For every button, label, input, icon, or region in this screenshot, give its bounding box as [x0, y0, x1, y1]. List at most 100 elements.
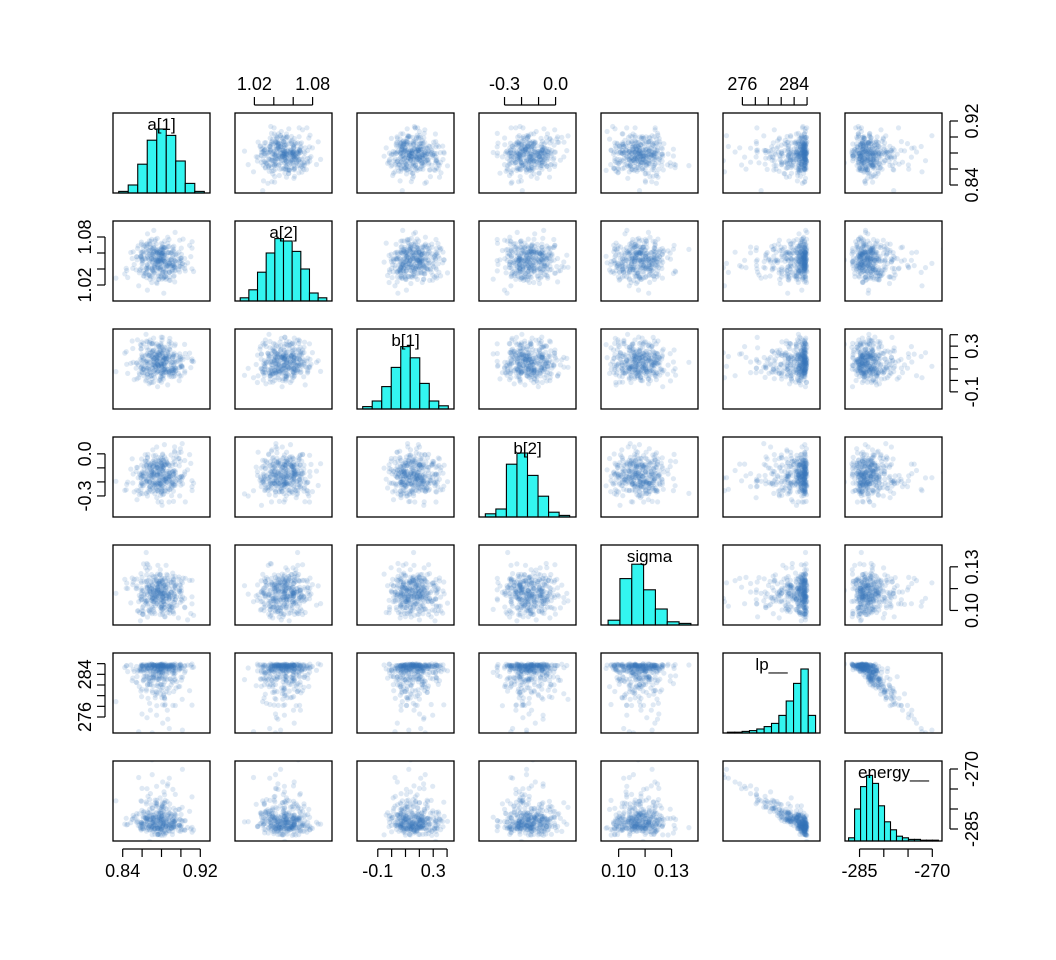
point [145, 353, 151, 359]
point [432, 255, 438, 262]
point [141, 251, 147, 257]
point [732, 249, 738, 255]
point [268, 165, 274, 171]
point [408, 154, 414, 160]
point [655, 148, 661, 154]
point [157, 248, 163, 254]
point [898, 258, 905, 264]
point [408, 154, 414, 160]
point [394, 135, 400, 141]
point [531, 268, 537, 274]
point [157, 356, 163, 362]
point [868, 134, 874, 141]
point [409, 249, 415, 256]
point [404, 161, 410, 167]
point [762, 274, 769, 280]
point [285, 342, 291, 348]
point [271, 151, 278, 157]
point [165, 366, 172, 373]
point [642, 247, 648, 253]
point [789, 163, 795, 169]
point [855, 150, 861, 156]
point [867, 240, 873, 246]
point [139, 250, 145, 256]
point [632, 133, 638, 139]
point [164, 359, 170, 365]
point [869, 256, 875, 262]
point [274, 353, 280, 359]
point [419, 154, 425, 160]
point [410, 241, 417, 247]
point [399, 243, 405, 250]
point [161, 253, 167, 259]
point [515, 134, 521, 140]
point [861, 259, 867, 265]
point [158, 374, 164, 380]
point [273, 156, 279, 162]
point [530, 152, 536, 158]
point [305, 160, 311, 166]
point [853, 256, 859, 262]
point [856, 132, 862, 138]
point [511, 244, 517, 250]
point [400, 153, 406, 159]
point [896, 161, 902, 167]
point [397, 266, 403, 273]
point [644, 139, 650, 145]
point [517, 141, 523, 147]
point [647, 154, 653, 160]
point [301, 162, 307, 168]
point [409, 150, 415, 156]
point [883, 251, 890, 257]
point [650, 257, 656, 263]
point [797, 273, 803, 279]
point [278, 347, 284, 353]
point [530, 139, 536, 145]
point [164, 263, 170, 270]
point [150, 362, 156, 368]
point [526, 154, 532, 160]
point [626, 156, 633, 162]
point [395, 162, 401, 168]
point [137, 266, 143, 272]
point [856, 150, 862, 156]
point [861, 152, 868, 158]
point [799, 262, 805, 268]
point [641, 148, 647, 154]
point [646, 148, 652, 154]
point [635, 143, 642, 149]
point [867, 150, 873, 156]
point [522, 147, 528, 153]
point [802, 254, 808, 260]
point [539, 155, 546, 161]
point [632, 250, 638, 256]
point [166, 352, 172, 359]
point [621, 269, 627, 275]
hist-bar [308, 292, 319, 302]
point [539, 150, 545, 156]
point [258, 152, 264, 158]
point [139, 354, 145, 360]
point [801, 261, 807, 267]
point [645, 139, 652, 145]
point [160, 269, 166, 275]
point [860, 139, 866, 145]
point [285, 152, 291, 158]
point [433, 139, 439, 145]
point [386, 150, 393, 156]
point [636, 158, 642, 165]
point [411, 256, 417, 262]
point [796, 153, 802, 160]
point [858, 159, 865, 165]
point [880, 271, 886, 277]
point [283, 350, 289, 356]
point [872, 162, 878, 168]
point [278, 343, 284, 349]
point [297, 147, 303, 153]
point [415, 152, 421, 158]
point [854, 153, 861, 159]
point [166, 277, 172, 283]
point [531, 152, 538, 158]
point [297, 141, 303, 147]
point [865, 231, 871, 237]
